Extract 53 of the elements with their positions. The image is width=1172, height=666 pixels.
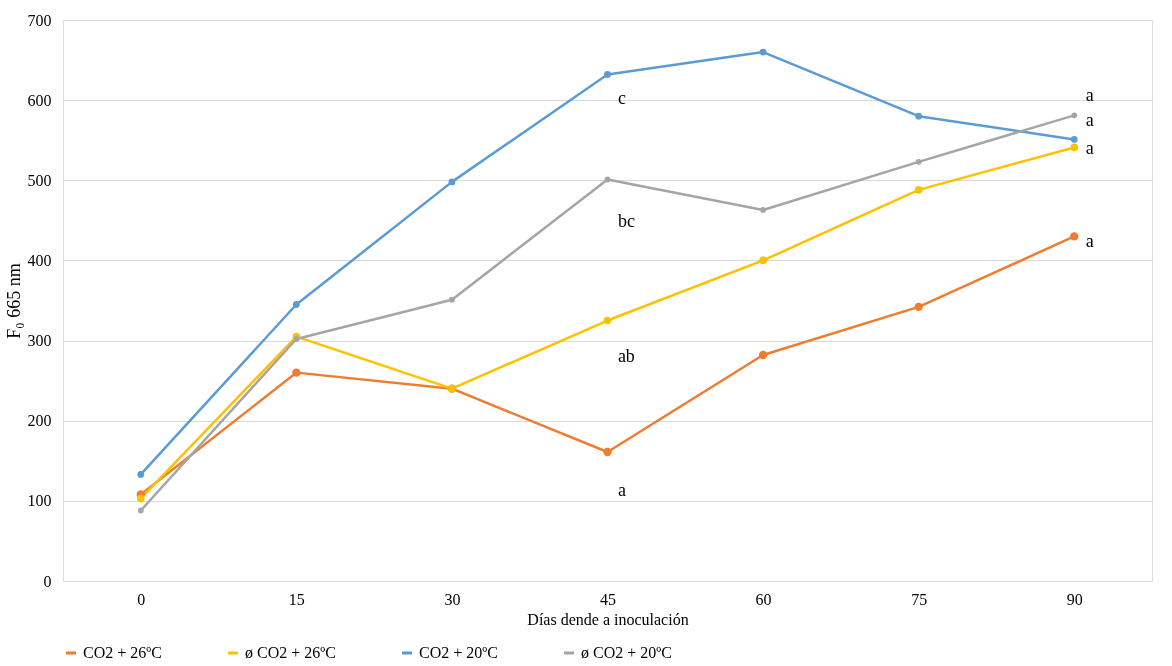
point xyxy=(448,178,456,186)
x-tick-label: 90 xyxy=(1066,590,1083,608)
point xyxy=(604,176,611,183)
legend-label: CO2 + 20ºC xyxy=(419,644,498,661)
x-tick-label: 75 xyxy=(911,590,928,608)
point xyxy=(760,207,766,213)
y-tick-label: 200 xyxy=(27,412,52,430)
x-tick-label: 15 xyxy=(288,590,305,608)
legend-label: ø CO2 + 26ºC xyxy=(245,644,336,661)
point xyxy=(603,316,612,325)
x-axis-title: Días dende a inoculación xyxy=(527,610,689,628)
y-axis-title: F₀ 665 nm xyxy=(3,263,24,339)
annotation: c xyxy=(617,87,626,108)
point xyxy=(449,296,455,303)
annotation: a xyxy=(1085,109,1094,130)
y-tick-label: 400 xyxy=(27,251,52,269)
y-tick-label: 500 xyxy=(27,171,52,189)
point xyxy=(137,471,145,478)
point xyxy=(604,71,611,78)
annotation: ab xyxy=(617,345,635,366)
y-tick-label: 0 xyxy=(43,572,52,590)
point xyxy=(137,507,144,514)
point xyxy=(293,336,300,342)
x-tick-label: 45 xyxy=(600,590,616,608)
point xyxy=(758,350,768,360)
point xyxy=(1071,112,1078,119)
point xyxy=(915,112,923,120)
x-tick-label: 60 xyxy=(755,590,772,608)
y-tick-label: 300 xyxy=(27,332,52,350)
legend-label: CO2 + 26ºC xyxy=(83,644,162,661)
y-tick-label: 700 xyxy=(27,11,52,29)
point xyxy=(136,494,145,503)
point xyxy=(1070,143,1079,152)
y-tick-label: 100 xyxy=(27,492,52,510)
point xyxy=(914,302,923,312)
point xyxy=(292,301,300,308)
annotation: a xyxy=(617,480,626,501)
point xyxy=(603,447,612,457)
x-tick-label: 0 xyxy=(137,590,146,608)
x-tick-label: 30 xyxy=(444,590,461,608)
y-tick-label: 600 xyxy=(27,91,52,109)
annotation: bc xyxy=(617,210,635,231)
legend-label: ø CO2 + 20ºC xyxy=(581,644,672,661)
point xyxy=(1070,232,1079,241)
annotation: a xyxy=(1085,84,1094,105)
annotation: a xyxy=(1085,138,1094,159)
point xyxy=(759,256,767,265)
point xyxy=(914,186,923,194)
point xyxy=(1070,136,1078,143)
point xyxy=(759,48,767,56)
point xyxy=(292,368,301,377)
point xyxy=(915,158,922,165)
annotation: a xyxy=(1085,230,1094,251)
